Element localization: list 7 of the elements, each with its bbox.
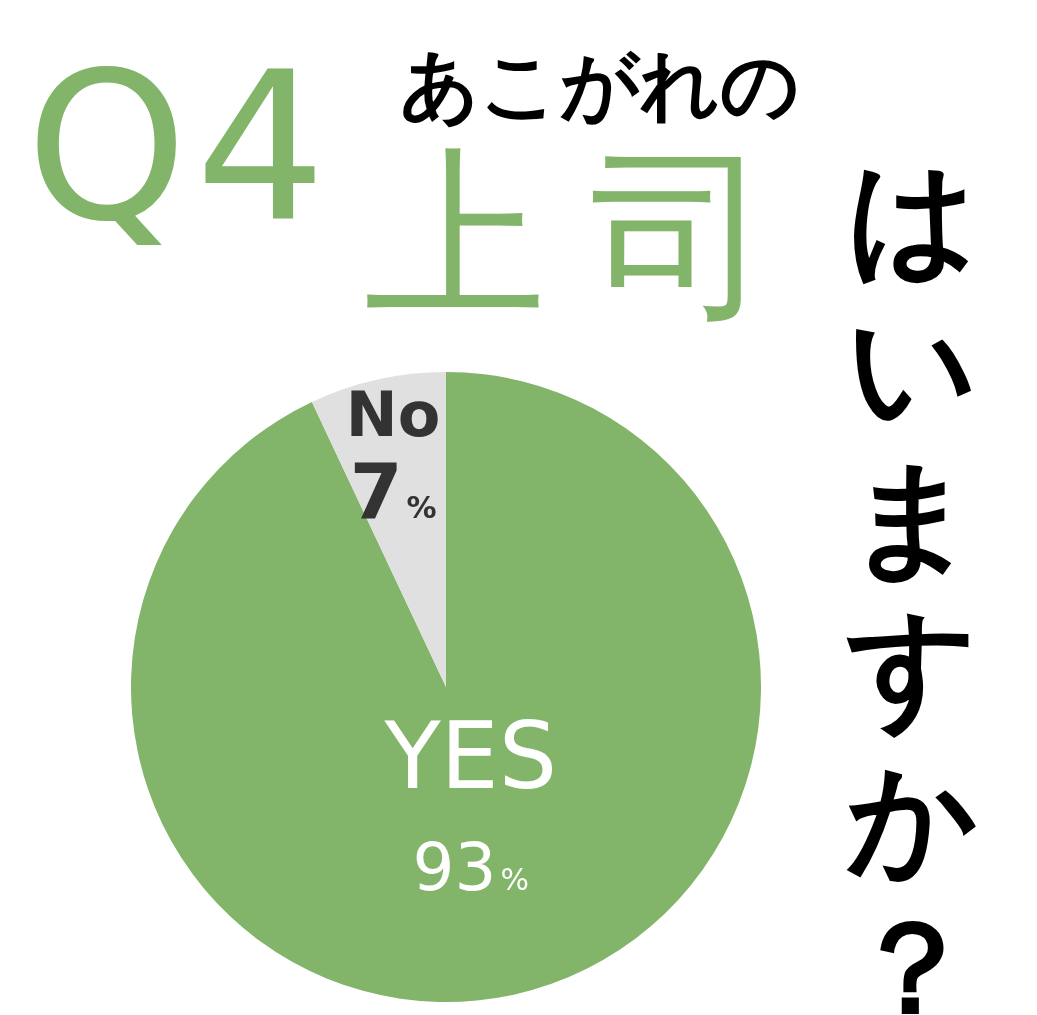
slice-label: YES [383,702,558,810]
text: Q4 [26,28,334,266]
text: はいますか？ [845,143,978,1015]
data-label: 93% [412,828,529,906]
text: あこがれの [400,40,800,130]
pie-slice [131,372,761,1002]
text: 上司 [364,129,816,341]
